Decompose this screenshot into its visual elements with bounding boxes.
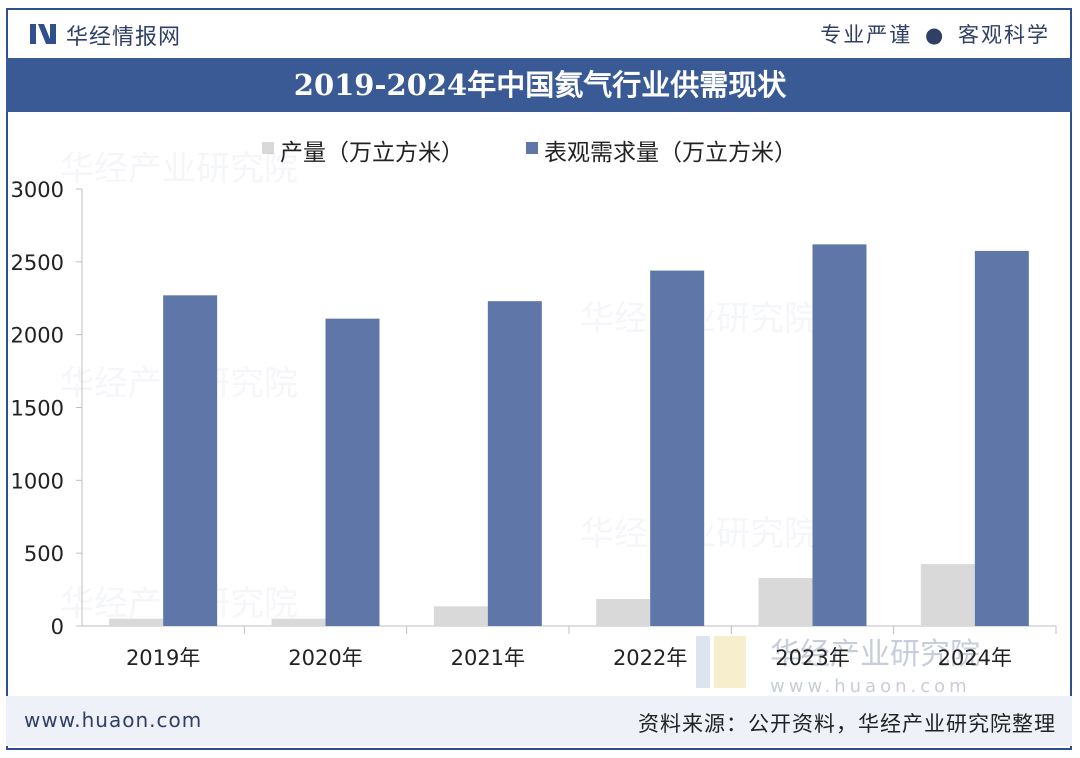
legend-swatch-production xyxy=(262,142,274,154)
bar-demand xyxy=(487,301,542,626)
slogan-right: 客观科学 xyxy=(958,23,1050,47)
legend-label-production: 产量（万立方米） xyxy=(280,140,464,166)
bar-production xyxy=(596,599,651,626)
watermark-text: 华经产业研究院 xyxy=(60,149,298,189)
bar-production xyxy=(433,606,488,626)
bar-production xyxy=(109,618,164,626)
bar-production xyxy=(920,564,975,626)
legend-swatch-demand xyxy=(526,142,538,154)
x-tick-label: 2022年 xyxy=(613,646,687,670)
footer-bar xyxy=(6,696,1072,746)
y-tick-label: 1500 xyxy=(11,397,64,421)
logo-text: 华经情报网 xyxy=(66,25,182,50)
bar-demand xyxy=(812,244,867,626)
x-tick-label: 2020年 xyxy=(288,646,362,670)
bar-demand xyxy=(974,250,1029,627)
chart-title: 2019-2024年中国氦气行业供需现状 xyxy=(293,68,787,102)
bar-production xyxy=(758,577,813,626)
watermark-brand: 华经产业研究院 xyxy=(770,637,980,672)
watermark-logo-block-icon xyxy=(714,636,746,688)
y-tick-label: 0 xyxy=(51,615,64,639)
y-tick-label: 2500 xyxy=(11,251,64,275)
slogan: 专业严谨 ● 客观科学 xyxy=(820,19,1050,49)
bar-demand xyxy=(650,270,705,626)
title-bar xyxy=(6,58,1072,112)
legend-label-demand: 表观需求量（万立方米） xyxy=(544,140,797,166)
watermark-url: www.huaon.com xyxy=(770,676,971,697)
x-tick-label: 2021年 xyxy=(451,646,525,670)
bar-demand xyxy=(163,295,218,626)
bar-production xyxy=(271,618,326,626)
slogan-dot: ● xyxy=(924,23,946,47)
footer-source: 资料来源：公开资料，华经产业研究院整理 xyxy=(638,712,1056,736)
y-tick-label: 2000 xyxy=(11,324,64,348)
y-tick-label: 1000 xyxy=(11,469,64,493)
footer-site: www.huaon.com xyxy=(24,708,203,732)
header: 华经情报网 专业严谨 ● 客观科学 xyxy=(0,0,1080,58)
y-tick-label: 3000 xyxy=(11,178,64,202)
y-tick-label: 500 xyxy=(24,542,64,566)
bar-demand xyxy=(325,318,380,626)
x-tick-label: 2023年 xyxy=(775,646,849,670)
slogan-left: 专业严谨 xyxy=(820,23,913,47)
x-tick-label: 2019年 xyxy=(126,646,200,670)
watermark-logo-bar-icon xyxy=(696,636,710,688)
x-tick-label: 2024年 xyxy=(938,646,1012,670)
huajing-logo-icon xyxy=(30,24,56,44)
